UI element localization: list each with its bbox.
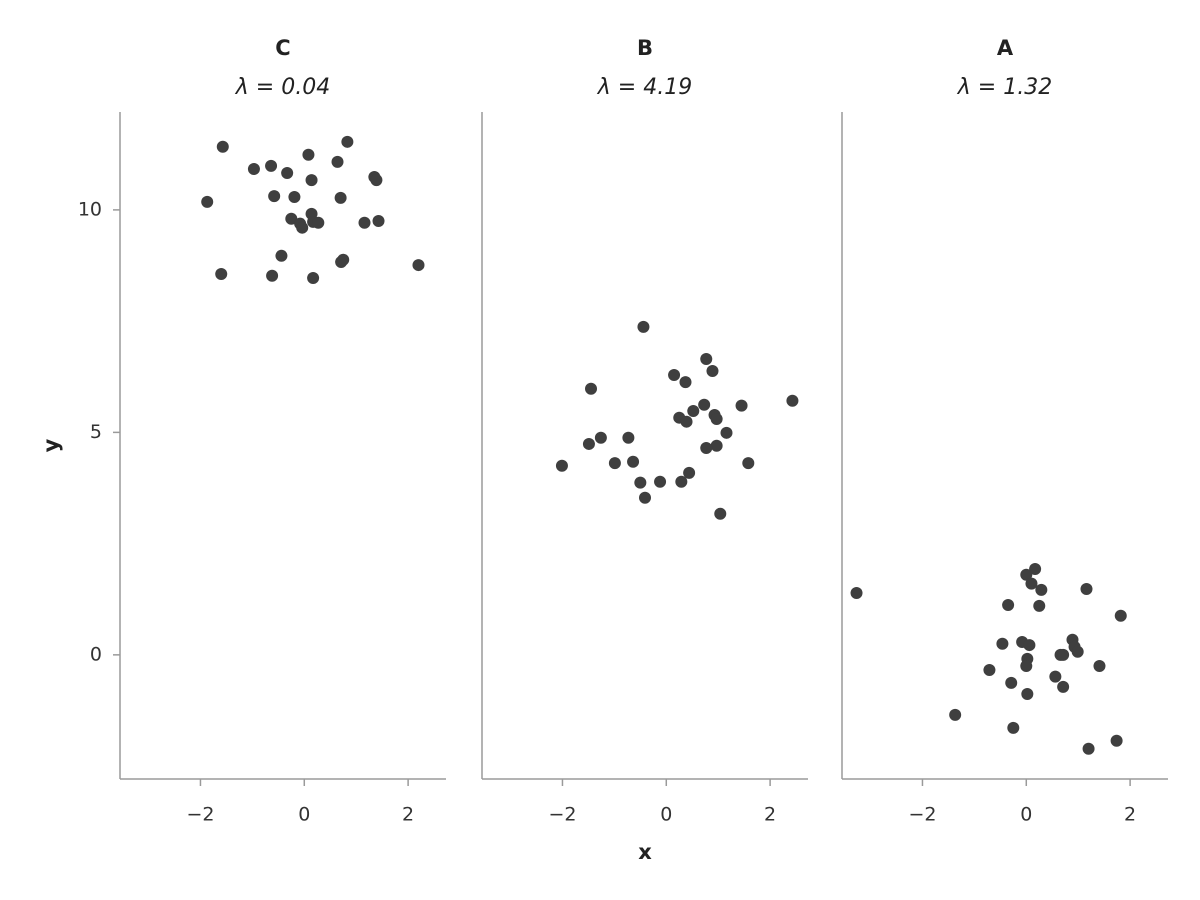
point	[627, 455, 640, 468]
point	[683, 466, 696, 479]
point	[372, 215, 385, 228]
panel-subtitle: λ = 1.32	[957, 75, 1052, 100]
panel-title: C	[275, 36, 290, 60]
point	[1005, 676, 1018, 689]
point	[307, 271, 320, 284]
point	[201, 195, 214, 208]
point	[1029, 562, 1042, 575]
point	[654, 475, 667, 488]
panel-title: A	[997, 36, 1014, 60]
point	[679, 376, 692, 389]
x-tick-label: 2	[402, 804, 414, 826]
point	[714, 507, 727, 520]
point	[215, 267, 228, 280]
x-tick-label: 0	[660, 804, 672, 826]
point	[358, 216, 371, 229]
point	[370, 174, 383, 187]
panel-title: B	[637, 36, 653, 60]
point	[1080, 583, 1093, 596]
point	[742, 457, 755, 470]
point	[1002, 599, 1015, 612]
point	[1082, 742, 1095, 755]
point	[1057, 648, 1070, 661]
x-tick-label: 2	[1124, 804, 1136, 826]
x-tick-label: 2	[764, 804, 776, 826]
point	[1021, 688, 1034, 701]
point	[334, 191, 347, 204]
point	[710, 413, 723, 426]
point	[720, 426, 733, 439]
point	[585, 382, 598, 395]
point	[337, 253, 350, 266]
x-tick-label: −2	[908, 804, 936, 826]
point	[698, 398, 711, 411]
point	[1071, 645, 1084, 658]
point	[216, 140, 229, 153]
x-axis-label: x	[638, 840, 652, 864]
x-tick-label: 0	[1020, 804, 1032, 826]
point	[700, 441, 713, 454]
point	[302, 148, 315, 161]
point	[1035, 583, 1048, 596]
point	[634, 476, 647, 489]
point	[706, 364, 719, 377]
point	[312, 216, 325, 229]
point	[582, 437, 595, 450]
x-tick-label: 0	[298, 804, 310, 826]
point	[639, 491, 651, 504]
point	[668, 368, 681, 381]
point	[786, 394, 799, 407]
point	[1020, 568, 1033, 581]
point	[555, 459, 568, 472]
y-tick-label: 10	[78, 198, 102, 220]
point	[983, 663, 996, 676]
point	[1025, 577, 1038, 590]
point	[331, 155, 344, 168]
point	[735, 399, 748, 412]
point	[622, 431, 635, 444]
point	[1057, 680, 1070, 693]
y-tick-label: 5	[90, 421, 102, 443]
point	[1049, 670, 1062, 683]
point	[1093, 659, 1106, 672]
point	[268, 190, 281, 203]
panel-subtitle: λ = 0.04	[235, 75, 330, 100]
point	[608, 457, 621, 470]
y-axis-label: y	[39, 438, 63, 452]
point	[281, 166, 294, 179]
point	[1023, 639, 1036, 652]
point	[288, 190, 301, 203]
point	[1110, 734, 1123, 747]
point	[949, 708, 962, 721]
point	[680, 415, 693, 428]
point	[275, 249, 288, 262]
point	[305, 174, 318, 187]
point	[710, 439, 723, 452]
point	[266, 269, 279, 282]
point	[412, 259, 425, 272]
point	[1007, 721, 1020, 734]
panel-subtitle: λ = 4.19	[597, 75, 692, 100]
point	[296, 221, 309, 234]
point	[700, 352, 713, 365]
point	[687, 405, 700, 418]
point	[247, 162, 260, 175]
point	[996, 637, 1009, 650]
point	[1114, 609, 1127, 622]
point	[265, 159, 278, 172]
y-tick-label: 0	[90, 643, 102, 665]
point	[675, 475, 688, 488]
point	[285, 212, 298, 225]
point	[1020, 659, 1033, 672]
x-tick-label: −2	[186, 804, 214, 826]
point	[1033, 599, 1046, 612]
point	[850, 587, 863, 600]
point	[341, 135, 354, 148]
point	[594, 431, 607, 444]
point	[637, 320, 650, 333]
x-tick-label: −2	[548, 804, 576, 826]
